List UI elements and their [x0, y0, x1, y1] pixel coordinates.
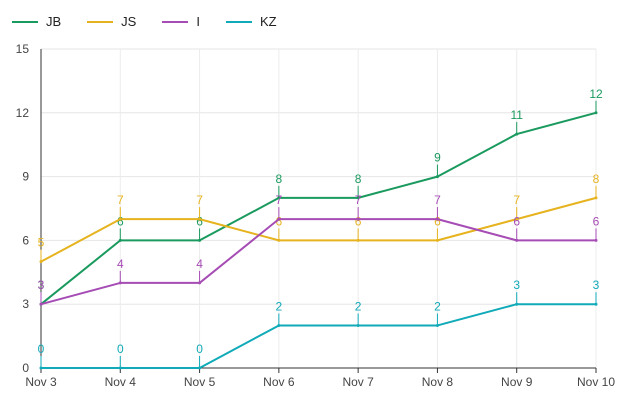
- data-point: [435, 175, 439, 179]
- data-label: 3: [513, 278, 520, 292]
- data-label: 3: [593, 278, 600, 292]
- data-label: 2: [434, 299, 441, 313]
- data-label: 2: [355, 299, 362, 313]
- data-point: [198, 366, 202, 370]
- data-label: 6: [434, 214, 441, 228]
- y-tick-label: 6: [22, 233, 29, 247]
- data-label: 2: [276, 299, 283, 313]
- data-point: [356, 323, 360, 327]
- chart-legend: JB JS I KZ: [12, 14, 303, 29]
- legend-item-jb[interactable]: JB: [12, 14, 61, 29]
- x-tick-label: Nov 4: [105, 375, 137, 389]
- data-label: 3: [38, 278, 45, 292]
- data-label: 6: [513, 214, 520, 228]
- data-label: 4: [196, 257, 203, 271]
- x-tick-label: Nov 10: [577, 375, 615, 389]
- data-point: [39, 302, 43, 306]
- data-point: [118, 217, 122, 221]
- legend-swatch-js: [87, 20, 114, 23]
- data-point: [515, 132, 519, 136]
- x-tick-label: Nov 9: [501, 375, 533, 389]
- data-label: 6: [355, 214, 362, 228]
- legend-label-jb: JB: [46, 14, 62, 29]
- data-point: [594, 111, 598, 115]
- data-point: [118, 366, 122, 370]
- legend-item-i[interactable]: I: [162, 14, 200, 29]
- data-point: [356, 238, 360, 242]
- data-point: [277, 323, 281, 327]
- y-tick-label: 3: [22, 297, 29, 311]
- data-point: [277, 196, 281, 200]
- data-label: 6: [196, 214, 203, 228]
- data-point: [515, 302, 519, 306]
- data-label: 7: [513, 193, 520, 207]
- legend-label-i: I: [196, 14, 200, 29]
- y-tick-label: 15: [16, 42, 30, 56]
- legend-label-kz: KZ: [259, 14, 277, 29]
- data-point: [515, 238, 519, 242]
- data-label: 6: [593, 214, 600, 228]
- legend-swatch-kz: [225, 20, 252, 23]
- data-point: [39, 260, 43, 264]
- x-tick-label: Nov 5: [184, 375, 216, 389]
- data-label: 8: [593, 172, 600, 186]
- data-label: 8: [355, 172, 362, 186]
- data-point: [277, 238, 281, 242]
- data-point: [594, 302, 598, 306]
- series-line-js: [40, 196, 597, 263]
- data-point: [356, 217, 360, 221]
- x-tick-label: Nov 3: [25, 375, 57, 389]
- data-point: [594, 238, 598, 242]
- data-label: 7: [196, 193, 203, 207]
- data-point: [515, 217, 519, 221]
- data-point: [198, 238, 202, 242]
- data-point: [435, 238, 439, 242]
- data-label: 7: [276, 193, 283, 207]
- data-point: [435, 217, 439, 221]
- data-point: [435, 323, 439, 327]
- y-tick-label: 12: [16, 106, 30, 120]
- data-point: [118, 281, 122, 285]
- y-tick-label: 9: [22, 170, 29, 184]
- data-label: 6: [117, 214, 124, 228]
- data-label: 7: [434, 193, 441, 207]
- data-label: 7: [355, 193, 362, 207]
- data-point: [118, 238, 122, 242]
- data-point: [39, 366, 43, 370]
- x-tick-label: Nov 7: [342, 375, 374, 389]
- legend-item-kz[interactable]: KZ: [225, 14, 277, 29]
- data-label: 5: [38, 236, 45, 250]
- data-label: 4: [117, 257, 124, 271]
- legend-swatch-jb: [12, 20, 38, 23]
- data-label: 7: [117, 193, 124, 207]
- data-label: 6: [276, 214, 283, 228]
- data-point: [594, 196, 598, 200]
- data-label: 11: [510, 108, 523, 122]
- data-point: [198, 281, 202, 285]
- y-tick-label: 0: [22, 361, 29, 375]
- data-label: 8: [276, 172, 283, 186]
- data-point: [198, 217, 202, 221]
- data-label: 0: [117, 342, 124, 356]
- series-line-jb: [40, 111, 597, 305]
- x-tick-label: Nov 8: [422, 375, 454, 389]
- legend-item-js[interactable]: JS: [87, 14, 136, 29]
- data-label: 0: [196, 342, 203, 356]
- series-line-i: [40, 218, 596, 306]
- data-label: 12: [589, 87, 603, 101]
- data-label: 9: [434, 151, 441, 165]
- data-label: 0: [38, 342, 45, 356]
- legend-label-js: JS: [121, 14, 137, 29]
- data-point: [277, 217, 281, 221]
- data-label: 3: [38, 278, 45, 292]
- x-tick-label: Nov 6: [263, 375, 295, 389]
- legend-swatch-i: [162, 20, 189, 23]
- data-point: [356, 196, 360, 200]
- series-line-kz: [41, 303, 596, 369]
